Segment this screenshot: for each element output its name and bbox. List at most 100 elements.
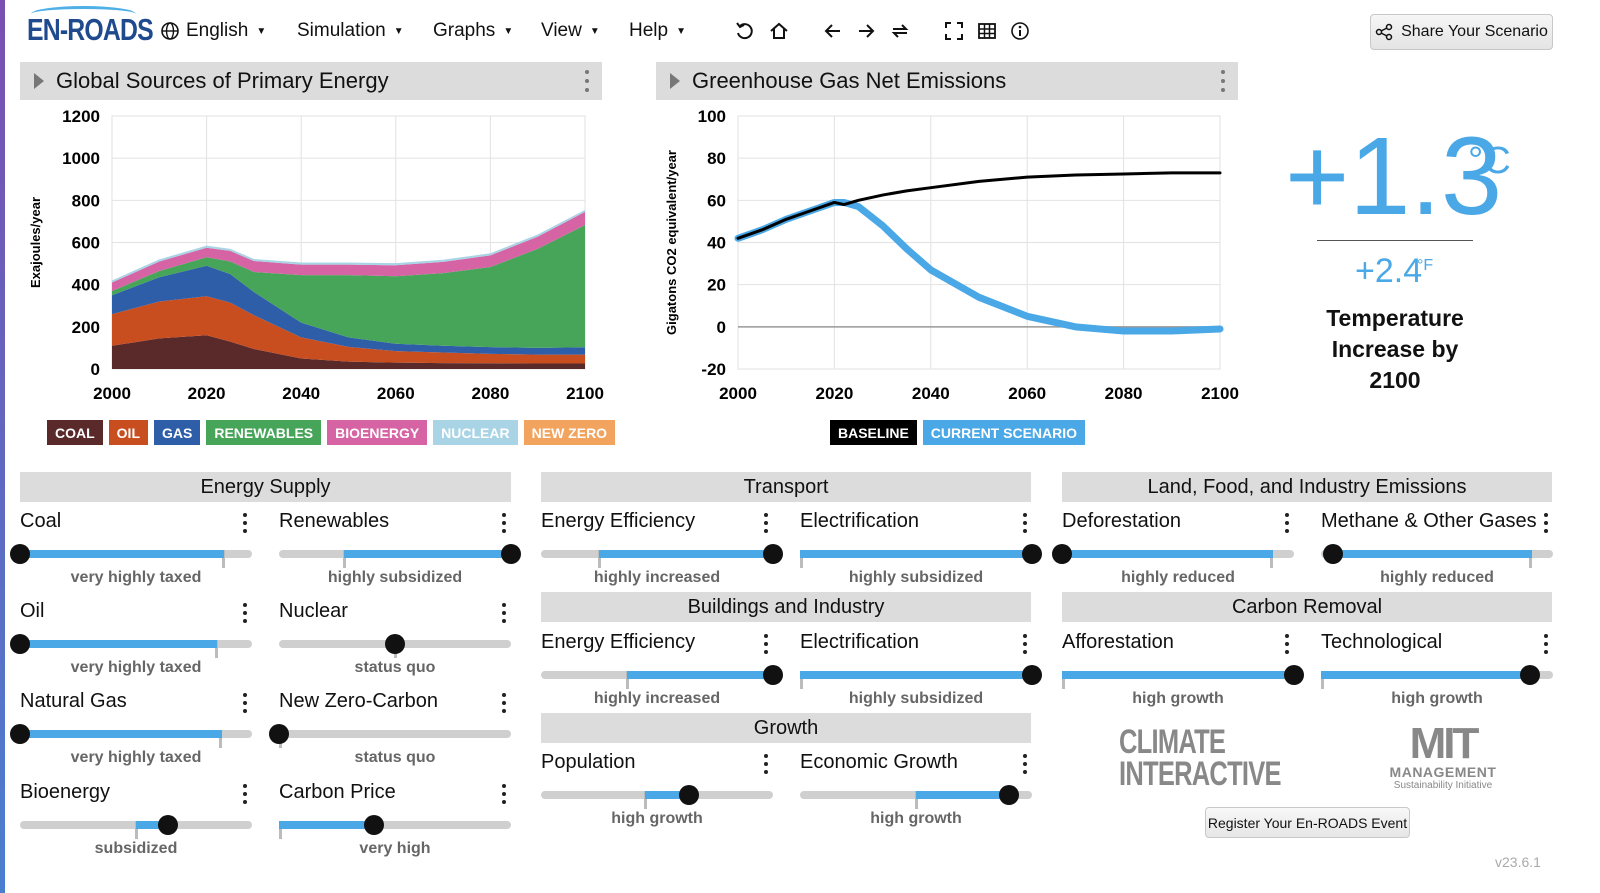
slider-track[interactable] xyxy=(279,815,511,839)
language-menu[interactable]: English ▼ xyxy=(160,20,266,42)
slider-deforestation[interactable]: Deforestation highly reduced xyxy=(1052,510,1294,590)
slider-economic-growth[interactable]: Economic Growth high growth xyxy=(800,751,1032,831)
slider-menu-icon[interactable] xyxy=(501,784,507,804)
simulation-menu[interactable]: Simulation ▼ xyxy=(297,20,404,42)
slider-bioenergy[interactable]: Bioenergy subsidized xyxy=(20,781,252,861)
share-scenario-button[interactable]: Share Your Scenario xyxy=(1370,14,1553,50)
slider-buildings-electrification[interactable]: Electrification highly subsidized xyxy=(800,631,1042,711)
graph1-legend-gas[interactable]: GAS xyxy=(154,420,201,445)
slider-handle[interactable] xyxy=(501,544,521,564)
expand-triangle-icon[interactable] xyxy=(670,73,680,89)
slider-handle[interactable] xyxy=(763,665,783,685)
slider-handle[interactable] xyxy=(158,815,179,835)
slider-new-zero-carbon[interactable]: New Zero-Carbon status quo xyxy=(269,690,511,770)
info-icon[interactable] xyxy=(1007,18,1033,44)
slider-track[interactable] xyxy=(1321,544,1553,568)
slider-track[interactable] xyxy=(20,815,252,839)
undo-icon[interactable] xyxy=(732,18,758,44)
slider-menu-icon[interactable] xyxy=(501,603,507,623)
slider-track[interactable] xyxy=(541,665,783,689)
graph1-legend-renewables[interactable]: RENEWABLES xyxy=(206,420,322,445)
slider-methane-other-gases[interactable]: Methane & Other Gases highly reduced xyxy=(1321,510,1553,590)
graph2-legend-baseline[interactable]: BASELINE xyxy=(830,420,917,445)
slider-transport-electrification[interactable]: Electrification highly subsidized xyxy=(800,510,1042,590)
slider-track[interactable] xyxy=(279,544,521,568)
slider-handle[interactable] xyxy=(269,724,289,744)
slider-technological[interactable]: Technological high growth xyxy=(1321,631,1553,711)
climate-interactive-logo[interactable]: CLIMATE INTERACTIVE xyxy=(1119,725,1282,791)
slider-handle[interactable] xyxy=(998,785,1019,805)
slider-carbon-price[interactable]: Carbon Price very high xyxy=(279,781,511,861)
slider-menu-icon[interactable] xyxy=(763,513,769,533)
slider-track[interactable] xyxy=(10,544,252,568)
slider-track[interactable] xyxy=(269,724,511,748)
slider-menu-icon[interactable] xyxy=(1022,634,1028,654)
graph2-menu-icon[interactable] xyxy=(1220,70,1226,92)
slider-handle[interactable] xyxy=(10,634,30,654)
slider-menu-icon[interactable] xyxy=(501,513,507,533)
slider-menu-icon[interactable] xyxy=(242,784,248,804)
slider-menu-icon[interactable] xyxy=(242,693,248,713)
slider-buildings-energy-efficiency[interactable]: Energy Efficiency highly increased xyxy=(541,631,783,711)
graph2-header[interactable]: Greenhouse Gas Net Emissions xyxy=(656,62,1238,100)
graph1-legend-coal[interactable]: COAL xyxy=(47,420,103,445)
slider-renewables[interactable]: Renewables highly subsidized xyxy=(279,510,521,590)
slider-menu-icon[interactable] xyxy=(1284,513,1290,533)
mit-management-logo[interactable]: MIT MANAGEMENT Sustainability Initiative xyxy=(1381,722,1505,792)
slider-track[interactable] xyxy=(800,544,1042,568)
slider-coal[interactable]: Coal very highly taxed xyxy=(10,510,252,590)
slider-handle[interactable] xyxy=(1519,665,1540,685)
slider-handle[interactable] xyxy=(1322,544,1343,564)
graph1-legend-nuclear[interactable]: NUCLEAR xyxy=(433,420,518,445)
graph1-header[interactable]: Global Sources of Primary Energy xyxy=(20,62,602,100)
slider-handle[interactable] xyxy=(1022,544,1042,564)
slider-menu-icon[interactable] xyxy=(763,754,769,774)
slider-menu-icon[interactable] xyxy=(1284,634,1290,654)
forward-icon[interactable] xyxy=(853,18,879,44)
slider-track[interactable] xyxy=(279,634,511,658)
graph1-legend-oil[interactable]: OIL xyxy=(108,420,149,445)
slider-menu-icon[interactable] xyxy=(242,603,248,623)
graphs-menu[interactable]: Graphs ▼ xyxy=(433,20,513,42)
slider-nuclear[interactable]: Nuclear status quo xyxy=(279,600,511,680)
slider-handle[interactable] xyxy=(763,544,783,564)
slider-track[interactable] xyxy=(10,634,252,658)
help-menu[interactable]: Help ▼ xyxy=(629,20,686,42)
slider-track[interactable] xyxy=(541,544,783,568)
home-icon[interactable] xyxy=(766,18,792,44)
slider-menu-icon[interactable] xyxy=(242,513,248,533)
fullscreen-icon[interactable] xyxy=(941,18,967,44)
slider-natural-gas[interactable]: Natural Gas very highly taxed xyxy=(10,690,252,770)
slider-menu-icon[interactable] xyxy=(1543,513,1549,533)
register-event-button[interactable]: Register Your En-ROADS Event xyxy=(1205,807,1410,838)
graph1-menu-icon[interactable] xyxy=(584,70,590,92)
slider-handle[interactable] xyxy=(10,544,30,564)
back-icon[interactable] xyxy=(820,18,846,44)
slider-transport-energy-efficiency[interactable]: Energy Efficiency highly increased xyxy=(541,510,783,590)
slider-track[interactable] xyxy=(800,665,1042,689)
slider-track[interactable] xyxy=(10,724,252,748)
slider-menu-icon[interactable] xyxy=(501,693,507,713)
slider-track[interactable] xyxy=(1062,665,1304,689)
slider-menu-icon[interactable] xyxy=(1022,754,1028,774)
slider-handle[interactable] xyxy=(10,724,30,744)
slider-population[interactable]: Population high growth xyxy=(541,751,773,831)
slider-menu-icon[interactable] xyxy=(1022,513,1028,533)
expand-triangle-icon[interactable] xyxy=(34,73,44,89)
slider-track[interactable] xyxy=(1321,665,1553,689)
slider-handle[interactable] xyxy=(385,634,405,654)
graph1-legend-bioenergy[interactable]: BIOENERGY xyxy=(327,420,428,445)
redo-icon[interactable] xyxy=(887,18,913,44)
graph2-legend-current-scenario[interactable]: CURRENT SCENARIO xyxy=(922,420,1086,445)
slider-menu-icon[interactable] xyxy=(1543,634,1549,654)
slider-handle[interactable] xyxy=(679,785,700,805)
slider-handle[interactable] xyxy=(364,815,385,835)
slider-handle[interactable] xyxy=(1022,665,1042,685)
table-icon[interactable] xyxy=(974,18,1000,44)
slider-menu-icon[interactable] xyxy=(763,634,769,654)
view-menu[interactable]: View ▼ xyxy=(541,20,600,42)
slider-oil[interactable]: Oil very highly taxed xyxy=(10,600,252,680)
slider-track[interactable] xyxy=(1052,544,1294,568)
slider-afforestation[interactable]: Afforestation high growth xyxy=(1062,631,1304,711)
app-logo[interactable]: EN-ROADS xyxy=(27,12,154,47)
